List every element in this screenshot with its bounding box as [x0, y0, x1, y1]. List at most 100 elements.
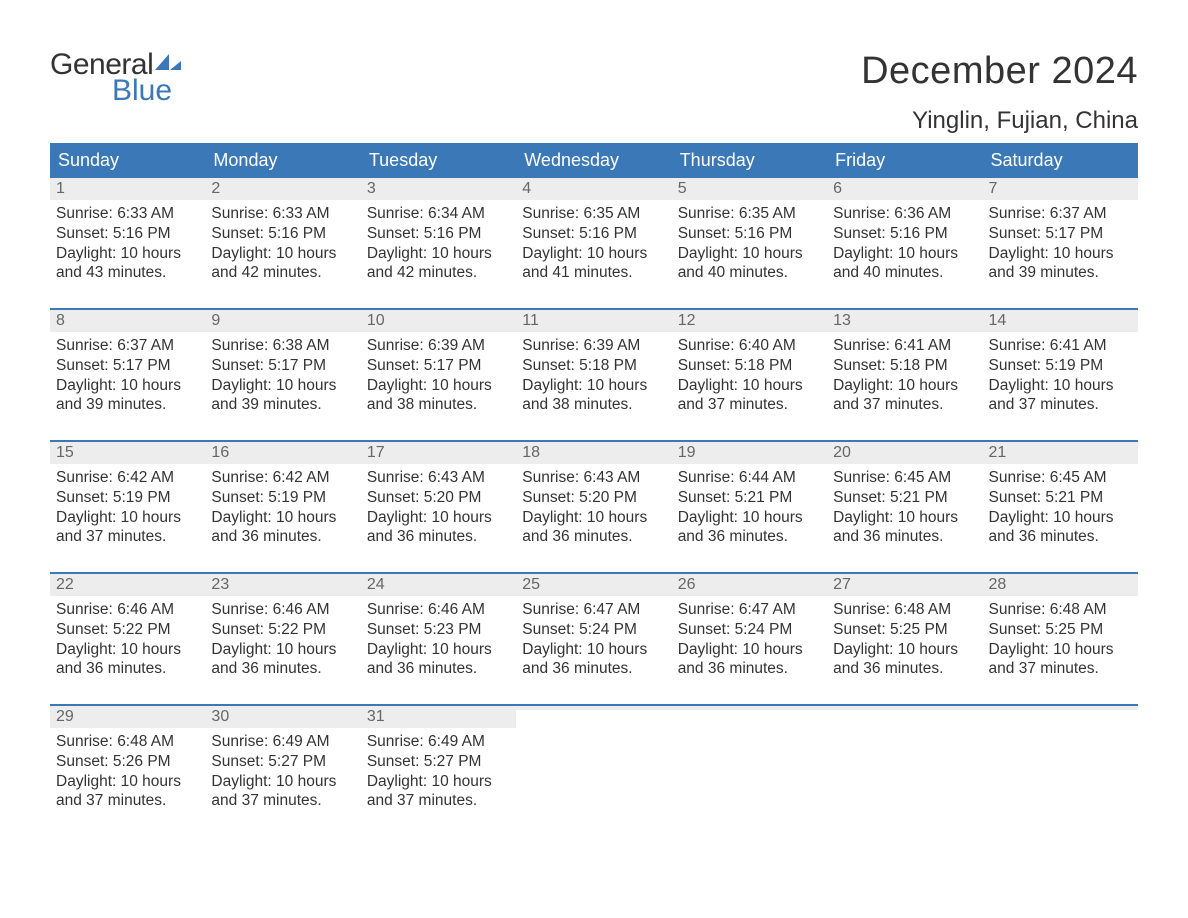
sunrise-value: 6:46 AM: [428, 601, 485, 618]
sunrise-label: Sunrise:: [678, 205, 735, 222]
daylight-label: Daylight:: [56, 773, 116, 790]
day-number-bar: 13: [827, 310, 982, 332]
day-details: Sunrise: 6:36 AMSunset: 5:16 PMDaylight:…: [827, 200, 982, 287]
daylight-line: Daylight: 10 hours and 39 minutes.: [211, 376, 354, 416]
calendar-day-empty: [827, 706, 982, 818]
day-number: 5: [678, 180, 687, 197]
day-number-bar: 4: [516, 178, 671, 200]
sunset-value: 5:16 PM: [735, 225, 793, 242]
sunrise-label: Sunrise:: [989, 337, 1046, 354]
day-header: Thursday: [672, 143, 827, 178]
sunrise-line: Sunrise: 6:46 AM: [367, 600, 510, 620]
sunset-value: 5:17 PM: [268, 357, 326, 374]
daylight-label: Daylight:: [833, 245, 893, 262]
sunset-line: Sunset: 5:16 PM: [211, 224, 354, 244]
sunrise-line: Sunrise: 6:33 AM: [56, 204, 199, 224]
sunset-line: Sunset: 5:16 PM: [833, 224, 976, 244]
daylight-line: Daylight: 10 hours and 36 minutes.: [367, 508, 510, 548]
sunset-line: Sunset: 5:16 PM: [367, 224, 510, 244]
sunrise-value: 6:44 AM: [739, 469, 796, 486]
sunrise-label: Sunrise:: [211, 205, 268, 222]
sunrise-line: Sunrise: 6:36 AM: [833, 204, 976, 224]
sunset-label: Sunset:: [211, 489, 264, 506]
sunset-label: Sunset:: [211, 621, 264, 638]
sunrise-line: Sunrise: 6:49 AM: [367, 732, 510, 752]
sunset-value: 5:16 PM: [268, 225, 326, 242]
sunrise-label: Sunrise:: [833, 601, 890, 618]
daylight-line: Daylight: 10 hours and 36 minutes.: [989, 508, 1132, 548]
sunset-value: 5:21 PM: [735, 489, 793, 506]
daylight-line: Daylight: 10 hours and 40 minutes.: [833, 244, 976, 284]
sunrise-value: 6:46 AM: [273, 601, 330, 618]
day-details: Sunrise: 6:48 AMSunset: 5:25 PMDaylight:…: [983, 596, 1138, 683]
day-number-bar: 20: [827, 442, 982, 464]
day-number: 11: [522, 312, 539, 329]
daylight-label: Daylight:: [211, 773, 271, 790]
calendar-day: 12Sunrise: 6:40 AMSunset: 5:18 PMDayligh…: [672, 310, 827, 422]
sunset-line: Sunset: 5:25 PM: [833, 620, 976, 640]
sunset-line: Sunset: 5:20 PM: [522, 488, 665, 508]
sunset-label: Sunset:: [211, 357, 264, 374]
sunset-label: Sunset:: [56, 753, 109, 770]
location-text: Yinglin, Fujian, China: [861, 107, 1138, 135]
day-number-bar: [827, 706, 982, 710]
daylight-label: Daylight:: [522, 509, 582, 526]
daylight-line: Daylight: 10 hours and 41 minutes.: [522, 244, 665, 284]
daylight-line: Daylight: 10 hours and 43 minutes.: [56, 244, 199, 284]
sunset-line: Sunset: 5:17 PM: [211, 356, 354, 376]
calendar-day: 10Sunrise: 6:39 AMSunset: 5:17 PMDayligh…: [361, 310, 516, 422]
day-number: 10: [367, 312, 385, 329]
day-header: Sunday: [50, 143, 205, 178]
sunset-value: 5:16 PM: [424, 225, 482, 242]
sunset-line: Sunset: 5:24 PM: [522, 620, 665, 640]
day-details: Sunrise: 6:43 AMSunset: 5:20 PMDaylight:…: [516, 464, 671, 551]
sunrise-line: Sunrise: 6:43 AM: [522, 468, 665, 488]
sunrise-value: 6:49 AM: [428, 733, 485, 750]
daylight-line: Daylight: 10 hours and 36 minutes.: [833, 640, 976, 680]
sunrise-value: 6:42 AM: [117, 469, 174, 486]
daylight-label: Daylight:: [833, 509, 893, 526]
day-details: Sunrise: 6:47 AMSunset: 5:24 PMDaylight:…: [672, 596, 827, 683]
sunrise-line: Sunrise: 6:47 AM: [678, 600, 821, 620]
daylight-label: Daylight:: [56, 377, 116, 394]
day-number-bar: 6: [827, 178, 982, 200]
sunrise-line: Sunrise: 6:45 AM: [833, 468, 976, 488]
sunrise-value: 6:43 AM: [583, 469, 640, 486]
sunset-line: Sunset: 5:22 PM: [56, 620, 199, 640]
sunrise-value: 6:41 AM: [894, 337, 951, 354]
sunrise-label: Sunrise:: [833, 469, 890, 486]
day-details: Sunrise: 6:34 AMSunset: 5:16 PMDaylight:…: [361, 200, 516, 287]
sunset-label: Sunset:: [367, 753, 420, 770]
calendar-week: 8Sunrise: 6:37 AMSunset: 5:17 PMDaylight…: [50, 308, 1138, 422]
sunrise-label: Sunrise:: [989, 601, 1046, 618]
sunrise-line: Sunrise: 6:44 AM: [678, 468, 821, 488]
sunset-line: Sunset: 5:27 PM: [367, 752, 510, 772]
sunrise-label: Sunrise:: [989, 469, 1046, 486]
day-number-bar: [672, 706, 827, 710]
sunset-line: Sunset: 5:23 PM: [367, 620, 510, 640]
sunrise-value: 6:48 AM: [1050, 601, 1107, 618]
daylight-label: Daylight:: [56, 641, 116, 658]
sunrise-label: Sunrise:: [367, 337, 424, 354]
daylight-line: Daylight: 10 hours and 40 minutes.: [678, 244, 821, 284]
day-number-bar: 17: [361, 442, 516, 464]
sunrise-label: Sunrise:: [678, 601, 735, 618]
sunset-line: Sunset: 5:18 PM: [833, 356, 976, 376]
day-number: 6: [833, 180, 842, 197]
day-number-bar: 5: [672, 178, 827, 200]
sunset-value: 5:19 PM: [113, 489, 171, 506]
daylight-label: Daylight:: [367, 377, 427, 394]
sunset-line: Sunset: 5:27 PM: [211, 752, 354, 772]
calendar-week: 22Sunrise: 6:46 AMSunset: 5:22 PMDayligh…: [50, 572, 1138, 686]
sunset-line: Sunset: 5:16 PM: [56, 224, 199, 244]
day-number: 18: [522, 444, 540, 461]
sunrise-label: Sunrise:: [522, 205, 579, 222]
top-row: General Blue December 2024 Yinglin, Fuji…: [50, 50, 1138, 135]
sunset-line: Sunset: 5:26 PM: [56, 752, 199, 772]
daylight-line: Daylight: 10 hours and 37 minutes.: [56, 772, 199, 812]
sunrise-value: 6:34 AM: [428, 205, 485, 222]
day-number: 2: [211, 180, 220, 197]
daylight-line: Daylight: 10 hours and 36 minutes.: [522, 508, 665, 548]
sunset-label: Sunset:: [833, 225, 886, 242]
day-number: 7: [989, 180, 998, 197]
